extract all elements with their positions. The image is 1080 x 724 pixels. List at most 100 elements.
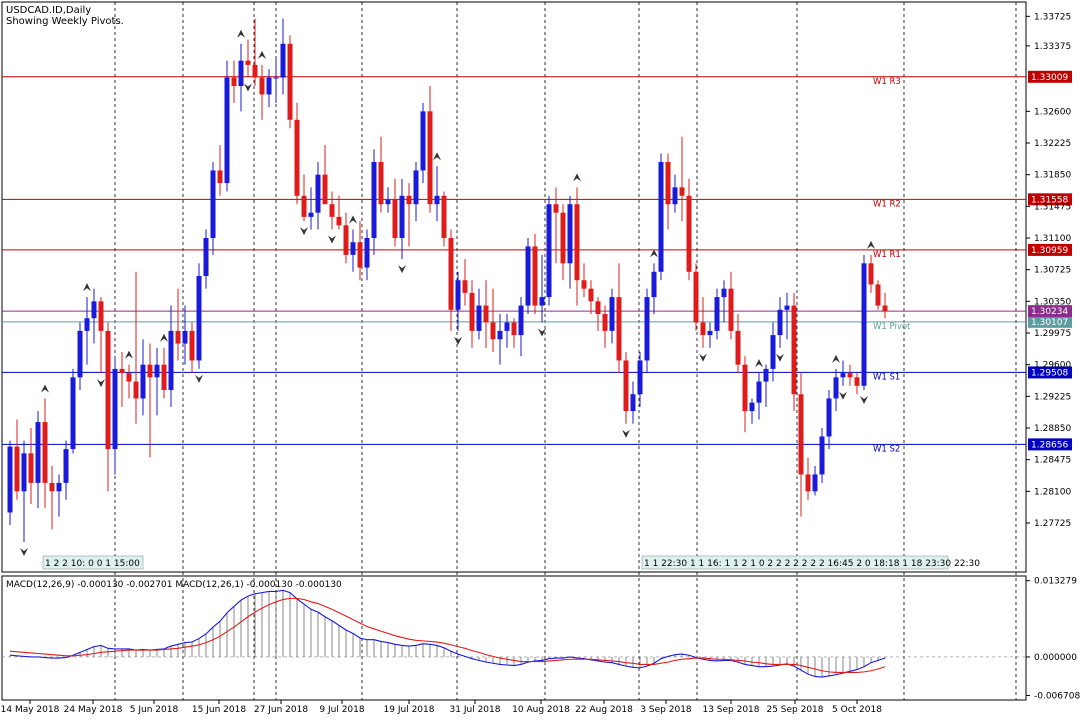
candle-body bbox=[581, 280, 587, 289]
y-tick-label: 1.31475 bbox=[1034, 202, 1071, 212]
fractal-down-arrow bbox=[398, 265, 406, 274]
candle-body bbox=[595, 301, 601, 314]
current-price-label: 1.30234 bbox=[1031, 307, 1068, 317]
macd-y-tick-label: 0.013279 bbox=[1034, 577, 1077, 587]
candle-body bbox=[280, 43, 286, 78]
candle-body bbox=[231, 77, 237, 86]
x-tick-label: 31 Jul 2018 bbox=[450, 705, 501, 715]
candle-body bbox=[637, 360, 643, 395]
pivot-label: W1 S1 bbox=[873, 372, 900, 382]
candle-body bbox=[560, 212, 566, 264]
candle-body bbox=[14, 446, 20, 492]
fractal-down-arrow bbox=[195, 374, 203, 383]
candle-body bbox=[441, 195, 447, 238]
candle-body bbox=[133, 381, 139, 399]
x-tick-label: 5 Oct 2018 bbox=[832, 705, 882, 715]
candle-body bbox=[525, 246, 531, 306]
macd-label: MACD(12,26,9) -0.000130 -0.002701 MACD(1… bbox=[6, 580, 342, 590]
fractal-down-arrow bbox=[699, 353, 707, 362]
candle-body bbox=[105, 330, 111, 450]
fractal-up-arrow bbox=[237, 29, 245, 38]
fractal-up-arrow bbox=[125, 350, 133, 359]
y-tick-label: 1.32600 bbox=[1034, 107, 1071, 117]
candle-body bbox=[847, 373, 853, 378]
candle-body bbox=[609, 297, 615, 331]
fractal-up-arrow bbox=[755, 359, 763, 368]
macd-indicator: 0.013279 0.000000 -0.006708 bbox=[2, 577, 1080, 701]
candle-body bbox=[721, 288, 727, 298]
candle-body bbox=[413, 170, 419, 205]
candle-body bbox=[252, 64, 258, 78]
candle-body bbox=[665, 162, 671, 205]
candle-body bbox=[658, 162, 664, 272]
pivot-price-label: 1.29508 bbox=[1031, 368, 1068, 378]
y-tick-label: 1.29225 bbox=[1034, 392, 1071, 402]
fractal-up-arrow bbox=[349, 215, 357, 224]
candle-body bbox=[322, 174, 328, 205]
candle-body bbox=[70, 377, 76, 450]
y-tick-label: 1.29975 bbox=[1034, 329, 1071, 339]
fractal-down-arrow bbox=[97, 379, 105, 388]
fractal-down-arrow bbox=[538, 328, 546, 337]
candle-body bbox=[112, 368, 118, 450]
candle-body bbox=[308, 212, 314, 217]
candle-body bbox=[623, 360, 629, 412]
candle-body bbox=[679, 187, 685, 196]
candle-body bbox=[735, 330, 741, 365]
candle-body bbox=[882, 305, 888, 312]
y-tick-label: 1.32225 bbox=[1034, 139, 1071, 149]
candle-body bbox=[700, 322, 706, 336]
pivot-price-label: 1.30107 bbox=[1031, 318, 1068, 328]
macd-y-tick-label: 0.000000 bbox=[1034, 653, 1077, 663]
x-tick-label: 5 Jun 2018 bbox=[130, 705, 179, 715]
candle-body bbox=[84, 318, 90, 331]
y-tick-label: 1.28850 bbox=[1034, 424, 1071, 434]
candle-body bbox=[315, 174, 321, 213]
fractal-down-arrow bbox=[839, 391, 847, 400]
candles bbox=[7, 18, 888, 542]
candle-body bbox=[245, 60, 251, 65]
subtitle-label: Showing Weekly Pivots. bbox=[6, 16, 124, 27]
candle-body bbox=[217, 170, 223, 184]
fractal-down-arrow bbox=[20, 548, 28, 556]
x-tick-label: 3 Sep 2018 bbox=[640, 705, 692, 715]
candle-body bbox=[644, 297, 650, 361]
fractal-arrows bbox=[20, 29, 875, 556]
y-tick-label: 1.31100 bbox=[1034, 234, 1071, 244]
price-axis: 1.33725 1.33375 1.32600 1.32225 1.31850 1.314… bbox=[1026, 12, 1071, 529]
current-price-box bbox=[1028, 305, 1072, 318]
pivot-price-box bbox=[1028, 366, 1072, 379]
time-labels-right: 1 1 22:30 1 1 16: 1 1 2 1 0 2 2 2 2 2 2 … bbox=[641, 555, 980, 570]
y-tick-label: 1.30350 bbox=[1034, 297, 1071, 307]
candle-body bbox=[21, 453, 27, 492]
candle-body bbox=[140, 364, 146, 399]
candle-body bbox=[343, 225, 349, 255]
y-tick-label: 1.28100 bbox=[1034, 487, 1071, 497]
candle-body bbox=[448, 238, 454, 310]
candle-body bbox=[63, 449, 69, 483]
x-tick-label: 22 Aug 2018 bbox=[575, 705, 633, 715]
y-tick-label: 1.27725 bbox=[1034, 519, 1071, 529]
vertical-grid bbox=[114, 2, 1017, 700]
candle-body bbox=[42, 422, 48, 483]
candle-body bbox=[833, 377, 839, 399]
candle-body bbox=[175, 330, 181, 344]
candle-body bbox=[749, 402, 755, 412]
candle-body bbox=[490, 322, 496, 340]
time-axis: 14 May 2018 24 May 2018 5 Jun 2018 15 Jun 2… bbox=[1, 700, 882, 715]
pivot-price-box bbox=[1028, 438, 1072, 451]
pivot-label: W1 R1 bbox=[873, 250, 901, 260]
fractal-up-arrow bbox=[573, 173, 581, 182]
y-tick-label: 1.30725 bbox=[1034, 266, 1071, 276]
candle-body bbox=[238, 60, 244, 86]
candle-body bbox=[483, 305, 489, 323]
pivot-label: W1 Pivot bbox=[873, 322, 911, 332]
candle-body bbox=[210, 170, 216, 238]
candle-body bbox=[742, 364, 748, 412]
candle-body bbox=[728, 288, 734, 331]
symbol-label: USDCAD.ID,Daily bbox=[6, 5, 91, 16]
candle-body bbox=[336, 216, 342, 226]
